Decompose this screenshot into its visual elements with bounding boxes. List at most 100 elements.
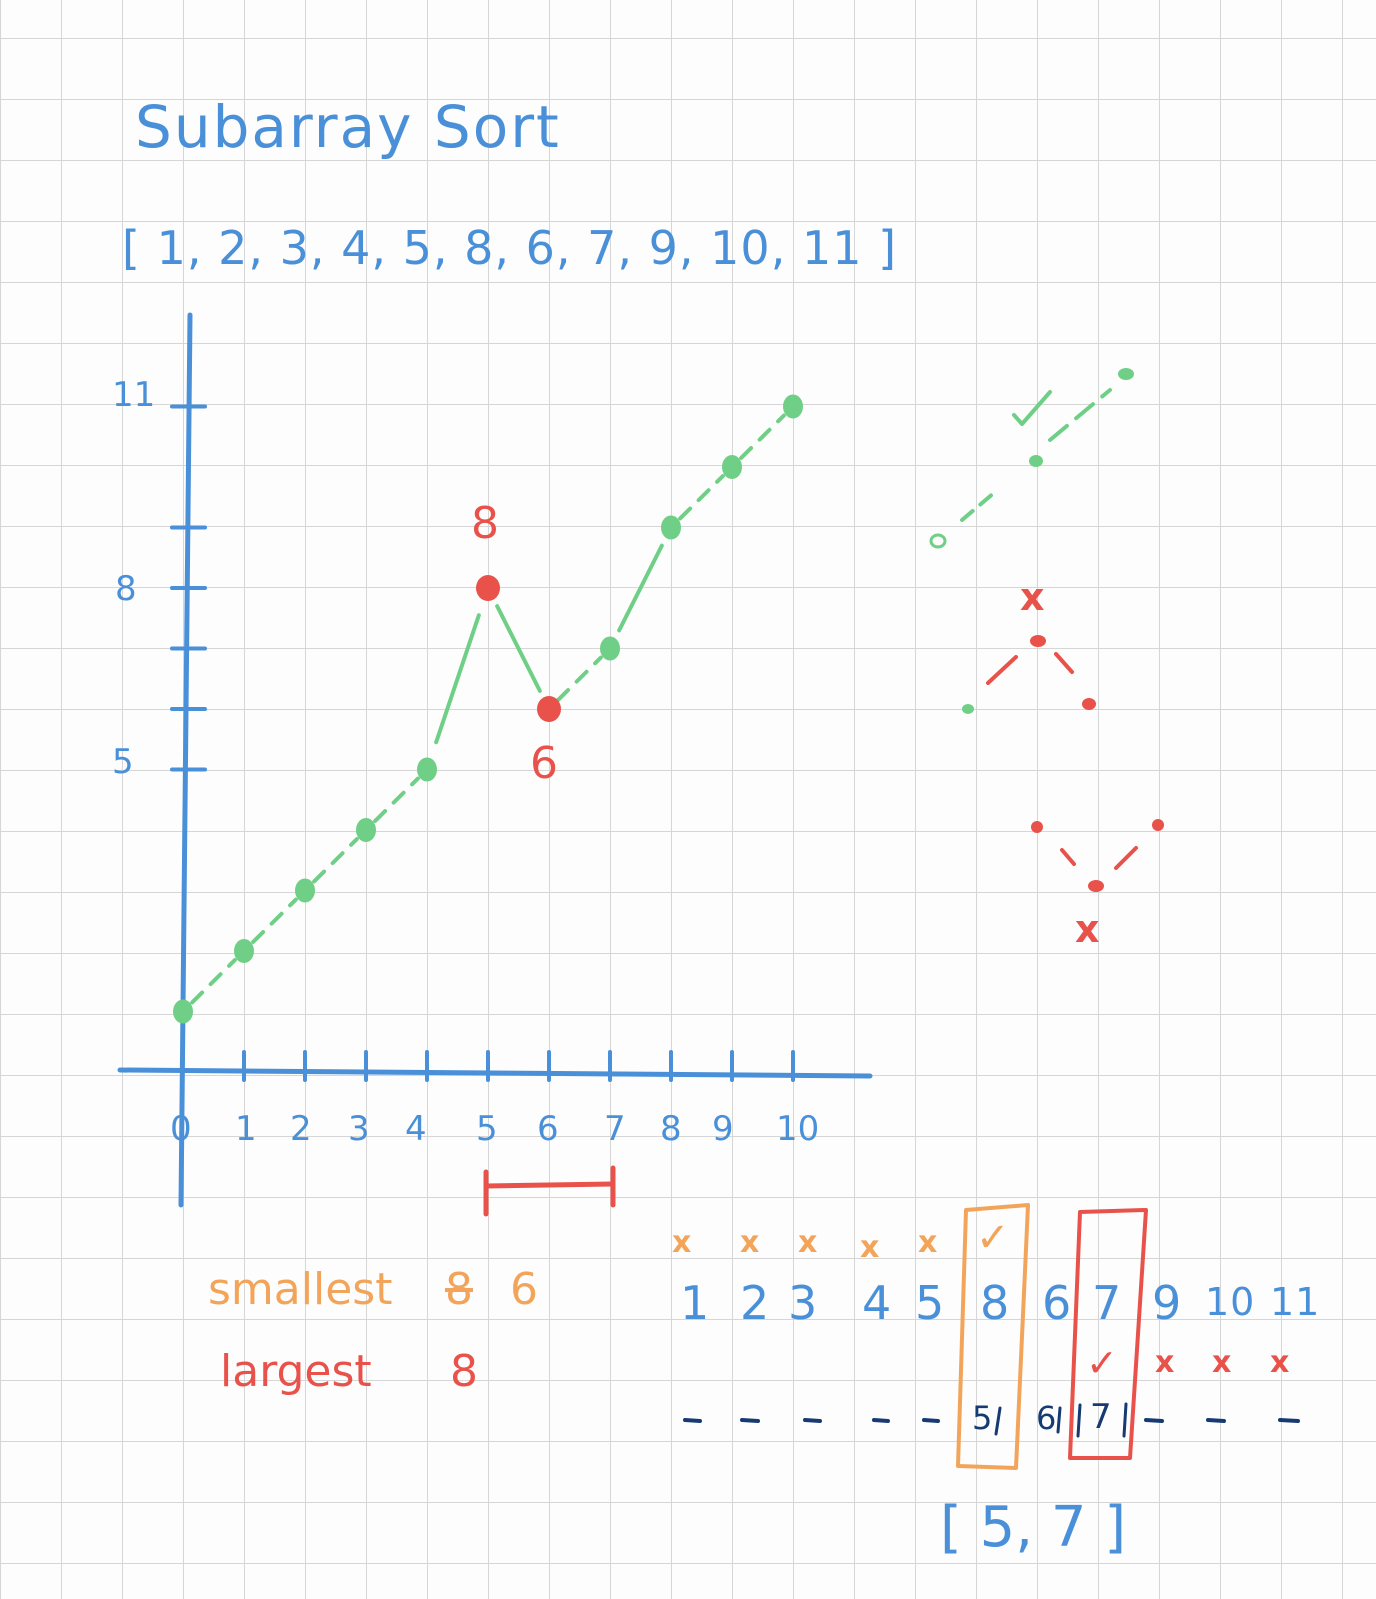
result-range: [ 5, 7 ]: [940, 1495, 1127, 1560]
placeholder-dash: [803, 1418, 822, 1423]
input-array: [ 1, 2, 3, 4, 5, 8, 6, 7, 9, 10, 11 ]: [122, 221, 898, 275]
array-value: 6: [1042, 1276, 1073, 1330]
placeholder-dash: [740, 1418, 760, 1423]
pattern-segment: [1060, 848, 1076, 866]
valley-value-label: 6: [530, 738, 558, 789]
x-tick-label: 4: [405, 1109, 427, 1149]
pattern-point: [1088, 880, 1104, 892]
index-value: 5: [972, 1399, 994, 1437]
scan-mark: x: [918, 1225, 938, 1260]
data-point: [234, 939, 254, 963]
series-segment: [678, 474, 725, 521]
array-value: 3: [788, 1276, 819, 1330]
data-point: [661, 515, 681, 540]
outlier-point: [537, 696, 561, 722]
index-separator: [1056, 1406, 1062, 1434]
data-point: [417, 757, 437, 782]
y-tick-label: 11: [112, 375, 156, 415]
data-point: [783, 394, 803, 419]
pattern-point: [1152, 819, 1164, 831]
array-value: 9: [1152, 1276, 1183, 1330]
page-title: Subarray Sort: [135, 93, 561, 161]
data-point: [600, 636, 620, 661]
x-tick-label: 9: [712, 1109, 734, 1149]
series-segment: [190, 958, 237, 1005]
scan-mark: x: [1270, 1345, 1290, 1380]
x-tick-label: 8: [660, 1109, 682, 1149]
data-point: [356, 818, 376, 842]
series-segment: [495, 604, 542, 693]
peak-value-label: 8: [471, 498, 499, 549]
scan-mark: x: [1212, 1345, 1232, 1380]
smallest-label: smallest: [208, 1264, 393, 1315]
x-tick-label: 6: [537, 1109, 559, 1149]
series-segment: [556, 655, 603, 702]
index-separator: [1076, 1403, 1082, 1438]
x-tick-label: 10: [776, 1109, 820, 1149]
array-value: 5: [915, 1276, 946, 1330]
pattern-check: [1012, 390, 1052, 426]
data-point: [722, 455, 742, 479]
pattern-segment: [986, 655, 1018, 685]
pattern-point: [962, 704, 974, 714]
check-mark: ✓: [1086, 1341, 1118, 1385]
y-tick-label: 5: [112, 742, 134, 782]
largest-label: largest: [220, 1346, 372, 1397]
x-tick-label: 2: [290, 1109, 312, 1149]
series-segment: [434, 613, 481, 745]
largest-value: 8: [450, 1346, 478, 1397]
pattern-point: [1030, 635, 1046, 647]
scan-mark: x: [1155, 1345, 1175, 1380]
series-segment: [312, 837, 359, 884]
range-bar: [483, 1181, 616, 1189]
smallest-old-value: 8: [445, 1264, 473, 1315]
smallest-box: [956, 1203, 1030, 1470]
placeholder-dash: [922, 1418, 940, 1423]
placeholder-dash: [683, 1418, 702, 1423]
series-segment: [617, 543, 664, 633]
x-tick-label: 5: [476, 1109, 498, 1149]
pattern-segment: [1114, 846, 1138, 870]
pattern-segment: [1048, 388, 1112, 442]
pattern-point: [1029, 455, 1043, 467]
x-axis: [117, 1067, 873, 1079]
array-value: 2: [740, 1276, 771, 1330]
x-tick-label: 3: [348, 1109, 370, 1149]
pattern-point: [1031, 821, 1043, 833]
outlier-point: [476, 575, 500, 601]
scan-mark: x: [798, 1225, 818, 1260]
x-tick-label: 1: [235, 1109, 257, 1149]
placeholder-dash: [1206, 1418, 1226, 1423]
array-value: 7: [1092, 1276, 1123, 1330]
scan-mark: x: [740, 1225, 760, 1260]
index-value: 7: [1090, 1397, 1113, 1437]
array-value: 11: [1270, 1280, 1321, 1324]
scan-mark: x: [672, 1225, 692, 1260]
data-point: [295, 878, 315, 903]
index-separator: [1122, 1402, 1128, 1438]
array-value: 8: [980, 1276, 1011, 1330]
pattern-point: [1082, 698, 1096, 710]
pattern-point: [1118, 368, 1134, 380]
array-value: 10: [1205, 1280, 1256, 1324]
pattern-segment: [960, 490, 997, 522]
scan-mark: x: [860, 1230, 880, 1265]
array-value: 1: [680, 1276, 711, 1330]
placeholder-dash: [1144, 1418, 1164, 1423]
valley-x-mark: x: [1075, 907, 1100, 951]
data-point: [173, 999, 193, 1024]
x-tick-label: 7: [604, 1109, 626, 1149]
series-segment: [251, 897, 298, 944]
pattern-point: [929, 533, 947, 549]
array-value: 4: [862, 1276, 893, 1330]
check-mark: ✓: [976, 1215, 1010, 1261]
y-tick-label: 8: [115, 569, 137, 609]
series-segment: [373, 776, 420, 823]
placeholder-dash: [872, 1418, 890, 1423]
placeholder-dash: [1278, 1418, 1300, 1423]
peak-x-mark: x: [1020, 575, 1045, 619]
y-axis: [178, 312, 193, 1208]
index-separator: [994, 1406, 1002, 1436]
index-value: 6: [1036, 1399, 1058, 1437]
